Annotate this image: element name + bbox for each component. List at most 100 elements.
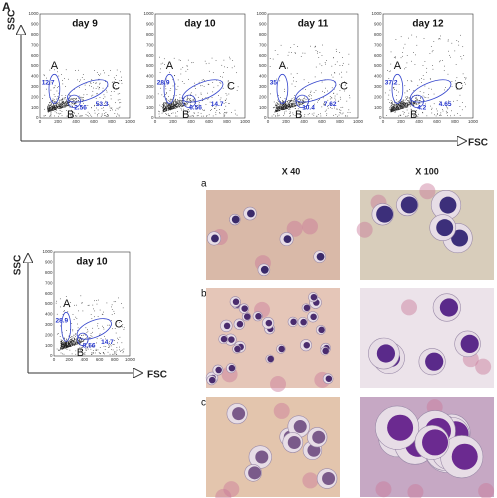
- event-dot: [97, 86, 99, 88]
- event-dot: [59, 108, 61, 109]
- event-dot: [400, 102, 401, 104]
- event-dot: [282, 101, 284, 103]
- event-dot: [170, 104, 171, 106]
- y-tick-label: 600: [259, 53, 267, 58]
- event-dot: [120, 351, 121, 352]
- event-dot: [48, 105, 50, 106]
- event-dot: [81, 335, 83, 336]
- event-dot: [82, 347, 83, 348]
- event-dot: [53, 103, 54, 105]
- event-dot: [102, 325, 103, 327]
- event-dot: [75, 353, 77, 355]
- event-dot: [277, 115, 279, 116]
- event-dot: [314, 45, 316, 47]
- event-dot: [185, 103, 187, 104]
- event-dot: [55, 105, 57, 106]
- x-tick-label: 1000: [468, 119, 479, 124]
- nucleus: [376, 344, 396, 363]
- rbc: [375, 481, 392, 498]
- event-dot: [69, 342, 71, 344]
- event-dot: [59, 106, 61, 108]
- event-dot: [459, 94, 461, 96]
- event-dot: [72, 341, 73, 343]
- event-dot: [75, 102, 77, 104]
- event-dot: [302, 103, 303, 104]
- event-dot: [287, 108, 289, 109]
- event-dot: [280, 108, 282, 110]
- event-dot: [394, 56, 396, 58]
- event-dot: [396, 95, 397, 96]
- event-dot: [64, 102, 65, 104]
- event-dot: [45, 88, 47, 90]
- event-dot: [325, 109, 327, 111]
- y-tick-label: 0: [151, 115, 154, 120]
- event-dot: [166, 103, 168, 105]
- event-dot: [63, 346, 65, 347]
- event-dot: [173, 104, 175, 105]
- event-dot: [279, 102, 281, 104]
- event-dot: [451, 110, 452, 112]
- event-dot: [287, 67, 288, 69]
- event-dot: [422, 111, 423, 113]
- event-dot: [284, 108, 285, 110]
- event-dot: [439, 114, 440, 116]
- event-dot: [59, 104, 61, 105]
- event-dot: [292, 102, 294, 104]
- y-tick-label: 200: [146, 94, 154, 99]
- event-dot: [179, 101, 181, 103]
- event-dot: [407, 105, 409, 106]
- event-dot: [406, 96, 408, 98]
- event-dot: [120, 350, 122, 352]
- event-dot: [172, 106, 174, 107]
- event-dot: [68, 78, 69, 80]
- event-dot: [53, 104, 55, 105]
- event-dot: [404, 104, 406, 106]
- event-dot: [275, 108, 277, 110]
- event-dot: [65, 95, 67, 96]
- event-dot: [212, 115, 214, 117]
- event-dot: [173, 107, 174, 109]
- event-dot: [48, 109, 49, 111]
- event-dot: [61, 341, 63, 343]
- event-dot: [172, 85, 174, 87]
- x-tick-label: 200: [65, 357, 73, 362]
- event-dot: [71, 336, 72, 338]
- event-dot: [54, 115, 55, 117]
- event-dot: [83, 102, 84, 104]
- nucleus: [439, 298, 459, 317]
- event-dot: [438, 61, 440, 63]
- event-dot: [232, 60, 234, 61]
- event-dot: [67, 115, 69, 117]
- event-dot: [72, 341, 74, 343]
- gate-label: C: [227, 81, 235, 93]
- x-tick-label: 1000: [125, 119, 136, 124]
- event-dot: [300, 99, 301, 101]
- event-dot: [62, 346, 63, 347]
- event-dot: [175, 104, 177, 106]
- event-dot: [80, 99, 82, 101]
- event-dot: [326, 101, 327, 103]
- event-dot: [290, 107, 291, 108]
- event-dot: [327, 90, 328, 92]
- event-dot: [70, 346, 71, 348]
- nucleus: [223, 322, 231, 330]
- event-dot: [309, 99, 310, 100]
- event-dot: [78, 341, 80, 343]
- event-dot: [78, 97, 80, 99]
- event-dot: [67, 105, 69, 106]
- event-dot: [398, 91, 399, 93]
- event-dot: [236, 72, 238, 74]
- event-dot: [396, 109, 398, 111]
- event-dot: [195, 94, 197, 96]
- event-dot: [292, 106, 293, 107]
- event-dot: [164, 108, 165, 109]
- event-dot: [53, 105, 55, 106]
- event-dot: [96, 92, 98, 94]
- event-dot: [93, 346, 94, 347]
- event-dot: [53, 109, 54, 111]
- event-dot: [87, 105, 89, 106]
- event-dot: [187, 102, 189, 103]
- event-dot: [398, 109, 400, 110]
- event-dot: [170, 107, 172, 109]
- event-dot: [285, 104, 286, 105]
